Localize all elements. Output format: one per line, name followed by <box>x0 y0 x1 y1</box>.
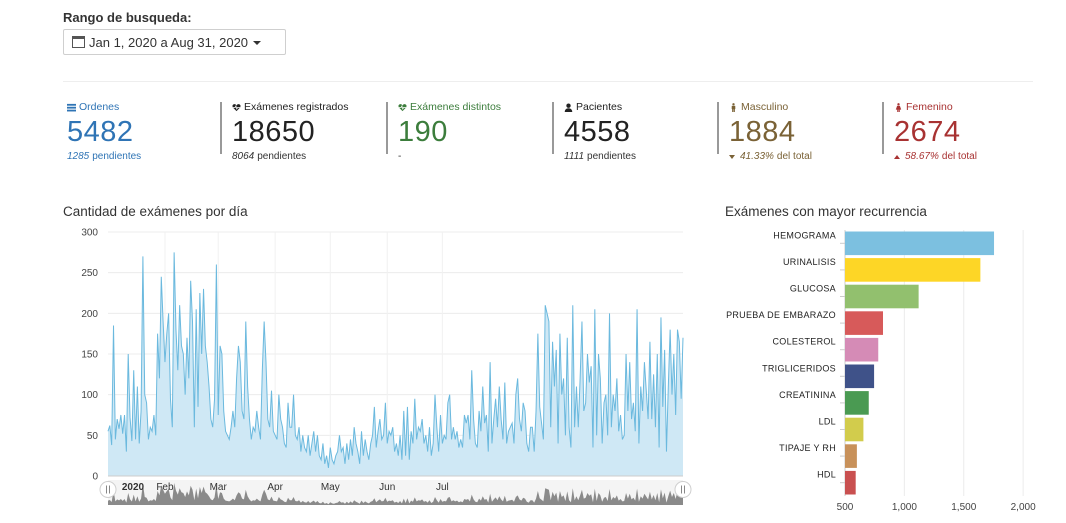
stat-separator <box>386 102 388 154</box>
x-tick-label: 1,500 <box>951 502 976 513</box>
category-label: COLESTEROL <box>772 337 836 347</box>
stat-separator <box>882 102 884 154</box>
x-tick-label: Jun <box>379 482 395 493</box>
x-tick-label: 2,000 <box>1011 502 1036 513</box>
navigator-series <box>108 483 683 505</box>
bar-colesterol <box>845 337 879 362</box>
top-exams-chart: 500 1,000 1,500 2,000 HEMOGRAMA URINALISIS GLU… <box>726 230 1036 513</box>
stat-value: 18650 <box>232 116 316 148</box>
arrow-up-icon <box>894 154 900 159</box>
bar-tipaje-y-rh <box>845 444 857 468</box>
x-tick-label: Feb <box>156 482 174 493</box>
handle-circle <box>674 481 692 498</box>
stat-pacientes: Pacientes 4558 1111 pendientes <box>552 100 714 165</box>
stat-title: Pacientes <box>564 100 714 114</box>
stat-value: 5482 <box>67 116 134 148</box>
heartbeat-icon <box>232 103 244 112</box>
date-range-text: Jan 1, 2020 a Aug 31, 2020 <box>89 34 249 50</box>
handle-circle <box>99 481 117 498</box>
stat-masculino: Masculino 1884 41.33% del total <box>717 100 879 165</box>
bar-trigliceridos <box>845 364 875 389</box>
category-label: HDL <box>817 470 836 480</box>
bar-creatinina <box>845 391 869 415</box>
x-tick-label: 1,000 <box>892 502 917 513</box>
y-tick-label: 200 <box>81 309 98 320</box>
stat-examenes-registrados: Exámenes registrados 18650 8064 pendientes <box>220 100 382 165</box>
category-label: TIPAJE Y RH <box>779 443 836 453</box>
range-label: Rango de busqueda: <box>63 10 192 25</box>
category-label: GLUCOSA <box>790 284 836 294</box>
x-tick-label: Apr <box>267 482 283 493</box>
bar-hdl <box>845 470 856 495</box>
bar-urinalisis <box>845 258 981 282</box>
category-label: CREATININA <box>779 390 836 400</box>
arrow-down-icon <box>729 154 735 159</box>
category-label: URINALISIS <box>783 257 836 267</box>
stat-separator <box>552 102 554 154</box>
category-label: LDL <box>819 417 836 427</box>
stat-separator <box>717 102 719 154</box>
stat-value: 4558 <box>564 116 631 148</box>
x-tick-label: Mar <box>210 482 228 493</box>
stat-value: 1884 <box>729 116 796 148</box>
y-tick-label: 300 <box>81 228 98 239</box>
y-tick-label: 0 <box>92 472 98 483</box>
navigator-right-handle[interactable] <box>674 481 692 498</box>
stat-femenino: Femenino 2674 58.67% del total <box>882 100 1044 165</box>
x-tick-label: 500 <box>837 502 854 513</box>
stat-ordenes: Ordenes 5482 1285 pendientes <box>67 100 217 165</box>
bar-glucosa <box>845 284 919 309</box>
category-label: HEMOGRAMA <box>773 230 836 240</box>
y-tick-label: 50 <box>87 431 99 442</box>
x-tick-label: Jul <box>436 482 449 493</box>
y-tick-label: 100 <box>81 390 98 401</box>
user-icon <box>564 103 576 112</box>
female-icon <box>894 102 906 112</box>
stat-subtext: 58.67% del total <box>894 151 1044 162</box>
bar-prueba-de-embarazo <box>845 311 883 335</box>
caret-down-icon <box>253 41 262 45</box>
date-range-picker[interactable]: Jan 1, 2020 a Aug 31, 2020 <box>63 29 286 55</box>
stat-subtext: 8064 pendientes <box>232 151 307 162</box>
stat-value: 2674 <box>894 116 961 148</box>
divider <box>63 81 1033 82</box>
stat-title: Masculino <box>729 100 879 114</box>
calendar-icon <box>72 36 85 48</box>
stat-value: 190 <box>398 116 448 148</box>
stat-title: Femenino <box>894 100 1044 114</box>
daily-chart-title: Cantidad de exámenes por día <box>63 204 248 219</box>
stat-title: Ordenes <box>67 100 217 114</box>
stat-title: Exámenes registrados <box>232 100 382 114</box>
stat-examenes-distintos: Exámenes distintos 190 - <box>386 100 548 165</box>
bar-hemograma <box>845 231 995 256</box>
stat-title: Exámenes distintos <box>398 100 548 114</box>
stat-subtext: 1285 pendientes <box>67 151 142 162</box>
list-icon <box>67 103 79 112</box>
navigator-left-handle[interactable] <box>99 481 117 498</box>
stat-subtext: - <box>398 151 402 162</box>
x-tick-label: May <box>321 482 340 493</box>
heartbeat-icon <box>398 103 410 112</box>
category-label: TRIGLICERIDOS <box>762 363 836 373</box>
category-label: PRUEBA DE EMBARAZO <box>726 310 836 320</box>
stat-separator <box>220 102 222 154</box>
series-line <box>107 252 684 468</box>
bar-ldl <box>845 417 864 442</box>
top-exams-chart-title: Exámenes con mayor recurrencia <box>725 204 927 219</box>
stat-subtext: 1111 pendientes <box>564 151 636 162</box>
daily-exams-chart: 0 50 100 150 200 250 300 2020 Feb Mar Apr May Jun Jul <box>81 228 692 505</box>
y-tick-label: 250 <box>81 268 98 279</box>
y-tick-label: 150 <box>81 350 98 361</box>
stat-subtext: 41.33% del total <box>729 151 879 162</box>
navigator-year-label: 2020 <box>122 482 145 493</box>
series-area <box>108 252 683 476</box>
male-icon <box>729 102 741 112</box>
